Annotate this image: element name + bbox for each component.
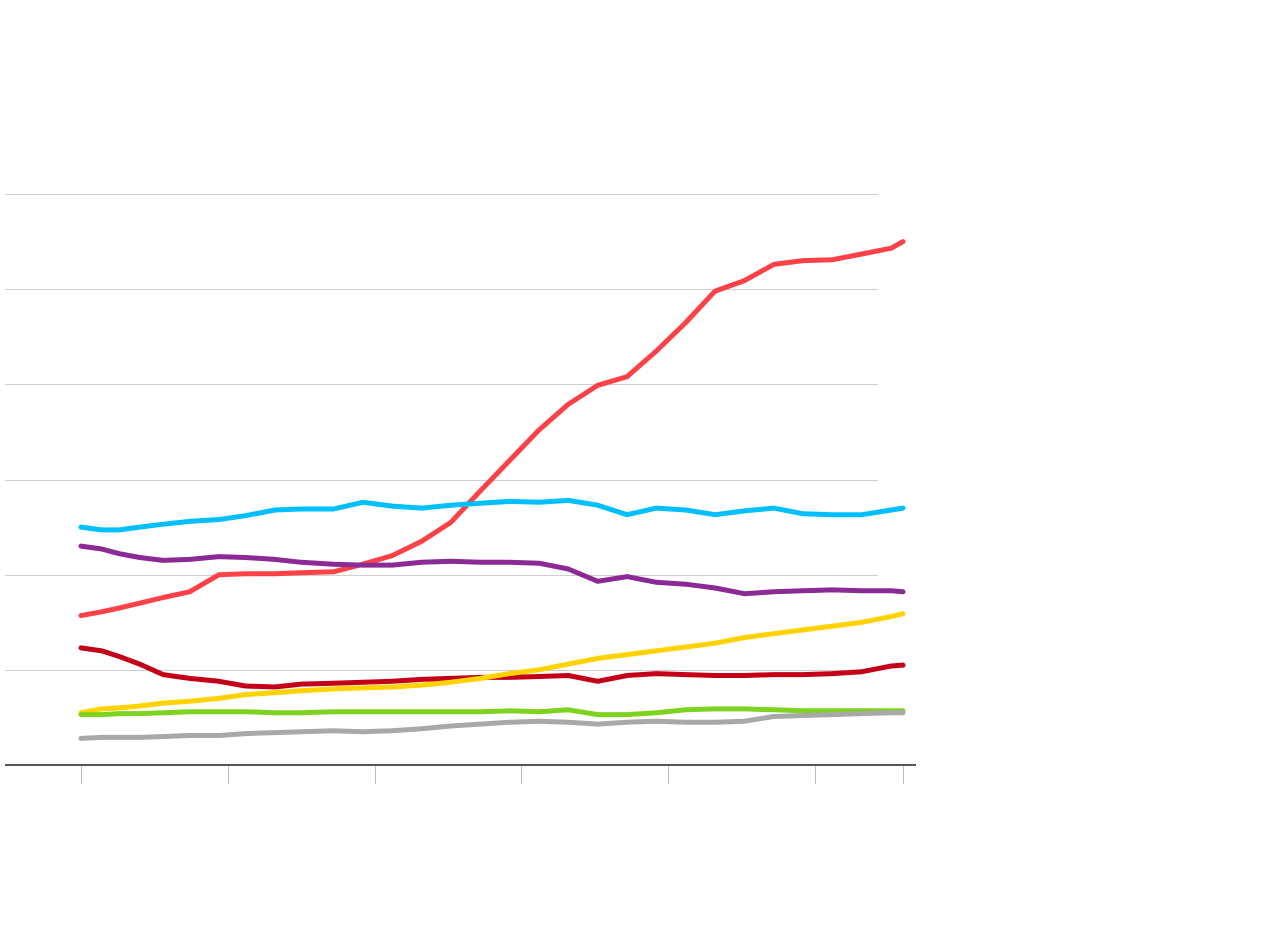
series-line-7 — [78, 710, 906, 741]
series-line-2 — [78, 497, 906, 533]
series-line-5 — [78, 611, 906, 716]
gridlines — [5, 194, 878, 671]
series-line-4 — [78, 645, 906, 690]
x-axis — [5, 764, 916, 784]
series-lines — [78, 239, 906, 741]
series-line-1 — [78, 239, 906, 619]
series-line-3 — [78, 543, 906, 597]
series-line-6 — [78, 706, 906, 718]
